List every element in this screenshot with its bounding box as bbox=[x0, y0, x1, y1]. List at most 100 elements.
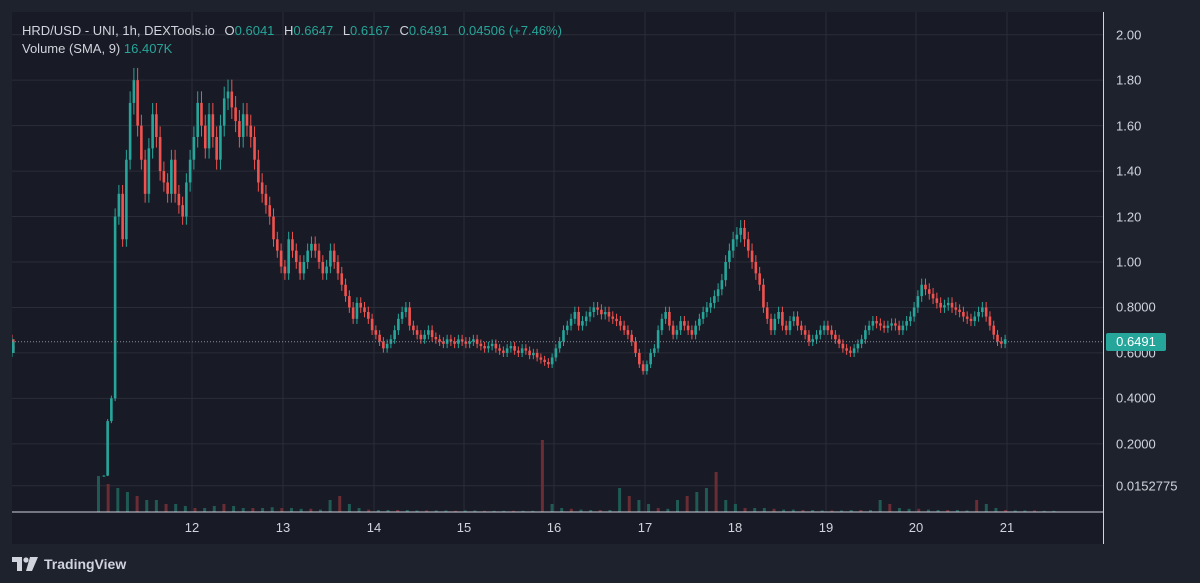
volume-bar bbox=[347, 504, 351, 512]
candle-body bbox=[226, 91, 230, 99]
candle-body bbox=[457, 339, 460, 344]
candle-body bbox=[382, 341, 385, 349]
time-axis[interactable]: 12 13 14 15 16 17 18 19 20 21 bbox=[12, 512, 1104, 544]
candlestick-chart[interactable] bbox=[12, 12, 1104, 544]
candle-body bbox=[460, 339, 464, 342]
volume-bar bbox=[608, 510, 612, 512]
candle-body bbox=[181, 205, 184, 217]
volume-bar bbox=[521, 510, 525, 512]
candle-body bbox=[709, 302, 712, 308]
candle-body bbox=[565, 325, 569, 331]
y-tick-label: 1.20 bbox=[1116, 209, 1142, 225]
y-tick-label: 0.2000 bbox=[1116, 436, 1156, 452]
candle-body bbox=[769, 318, 773, 331]
candle-body bbox=[819, 330, 822, 335]
candle-body bbox=[815, 334, 818, 340]
candle-body bbox=[660, 318, 664, 331]
candle-body bbox=[645, 364, 649, 372]
candle-body bbox=[427, 330, 430, 335]
candle-body bbox=[317, 250, 321, 262]
candle-body bbox=[611, 316, 615, 319]
candle-body bbox=[453, 341, 456, 344]
volume-bar bbox=[164, 504, 168, 512]
y-tick-label: 2.00 bbox=[1116, 27, 1142, 43]
candle-body bbox=[981, 307, 984, 312]
volume-bar bbox=[878, 500, 882, 512]
candle-body bbox=[800, 325, 803, 331]
volume-bar bbox=[116, 488, 120, 512]
volume-bar bbox=[830, 510, 834, 512]
tradingview-branding[interactable]: TradingView bbox=[12, 554, 126, 574]
candle-body bbox=[788, 321, 792, 331]
candle-body bbox=[901, 325, 905, 331]
volume-value: 16.407K bbox=[123, 41, 173, 56]
candle-body bbox=[367, 312, 370, 319]
candle-body bbox=[351, 307, 355, 319]
candle-body bbox=[822, 325, 826, 331]
candle-body bbox=[577, 312, 580, 326]
high-label: H bbox=[284, 23, 294, 38]
volume-bar bbox=[820, 510, 824, 512]
high-value: 0.6647 bbox=[293, 23, 334, 38]
candle-body bbox=[649, 352, 652, 365]
candle-body bbox=[336, 262, 340, 274]
volume-bar bbox=[483, 510, 486, 512]
volume-bar bbox=[290, 508, 293, 512]
candle-body bbox=[849, 350, 852, 353]
candle-body bbox=[905, 321, 908, 326]
candle-body bbox=[694, 325, 697, 335]
candle-body bbox=[554, 348, 558, 358]
volume-bar bbox=[589, 510, 593, 512]
candle-body bbox=[852, 348, 856, 353]
candle-body bbox=[746, 239, 750, 251]
volume-bar bbox=[743, 508, 747, 512]
candle-body bbox=[430, 330, 434, 337]
candle-body bbox=[355, 302, 359, 319]
candle-body bbox=[412, 325, 415, 331]
candle-body bbox=[272, 216, 275, 240]
x-tick-label: 21 bbox=[999, 520, 1015, 535]
candle-body bbox=[954, 307, 958, 310]
candle-body bbox=[393, 330, 396, 340]
candle-body bbox=[584, 316, 588, 322]
candle-body bbox=[720, 280, 724, 290]
candle-body bbox=[856, 343, 860, 349]
volume-bar bbox=[1042, 510, 1046, 512]
candle-body bbox=[222, 98, 226, 126]
volume-bar bbox=[328, 500, 332, 512]
volume-bar bbox=[753, 508, 757, 512]
chart-panel[interactable]: HRD/USD - UNI, 1h, DEXTools.io O0.6041 H… bbox=[12, 12, 1104, 544]
candle-body bbox=[773, 318, 777, 331]
candle-body bbox=[487, 346, 490, 349]
volume-bar bbox=[212, 506, 216, 512]
candle-body bbox=[705, 307, 709, 312]
candle-body bbox=[110, 398, 113, 422]
volume-bar bbox=[656, 508, 660, 512]
volume-bar bbox=[811, 510, 815, 512]
candle-body bbox=[483, 346, 486, 349]
volume-bar bbox=[1013, 510, 1017, 512]
volume-bar bbox=[569, 508, 573, 512]
volume-bar bbox=[174, 504, 178, 512]
candle-body bbox=[543, 359, 546, 362]
candle-body bbox=[924, 284, 927, 290]
x-tick-label: 14 bbox=[366, 520, 382, 535]
price-axis[interactable]: 0.0152775 0.2000 0.4000 0.6000 0.8000 1.00 1.2… bbox=[1104, 12, 1200, 512]
candle-body bbox=[234, 107, 237, 122]
candle-body bbox=[340, 273, 344, 285]
volume-bar bbox=[647, 504, 651, 512]
volume-bar bbox=[965, 510, 969, 512]
candle-body bbox=[592, 307, 596, 312]
open-value: 0.6041 bbox=[234, 23, 275, 38]
last-price-label: 0.6491 bbox=[1106, 332, 1166, 351]
candle-body bbox=[653, 348, 656, 353]
candle-body bbox=[200, 102, 203, 126]
candle-body bbox=[581, 321, 584, 326]
volume-bar bbox=[975, 500, 979, 512]
volume-bar bbox=[917, 508, 921, 512]
candle-body bbox=[784, 325, 788, 331]
candle-body bbox=[683, 321, 686, 326]
volume-bar bbox=[666, 508, 670, 512]
volume-bar bbox=[733, 504, 737, 512]
volume-bar bbox=[425, 510, 429, 512]
